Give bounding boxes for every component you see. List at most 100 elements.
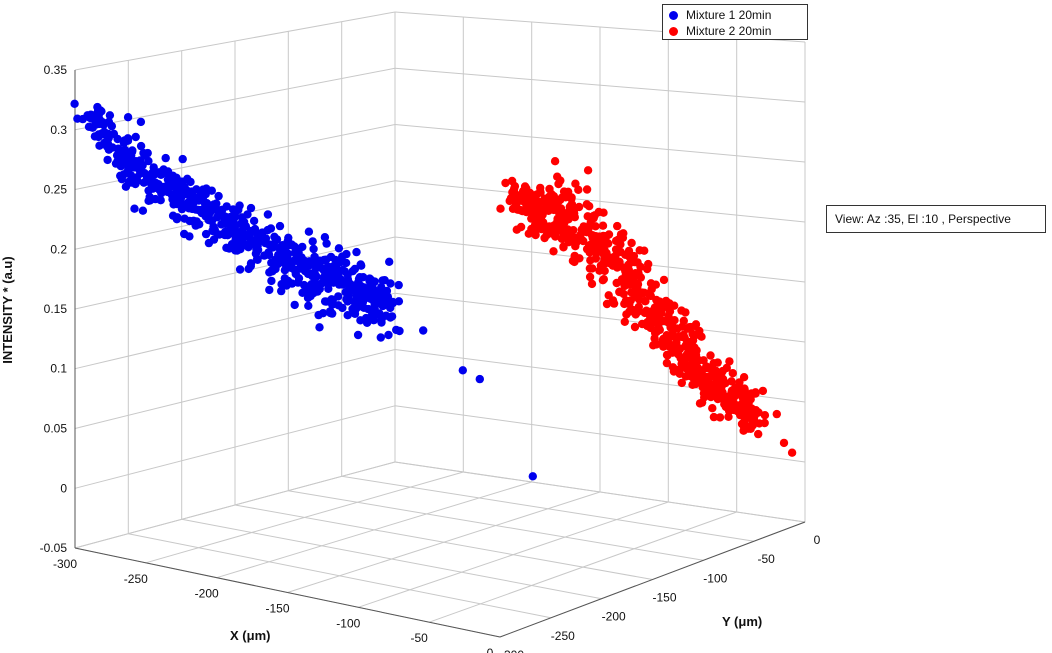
data-point bbox=[679, 316, 688, 325]
y-tick-label: -300 bbox=[500, 648, 524, 653]
data-point bbox=[350, 264, 360, 274]
data-point bbox=[524, 229, 533, 238]
data-point bbox=[677, 378, 686, 388]
data-point bbox=[585, 202, 594, 211]
data-point bbox=[105, 111, 115, 120]
data-point bbox=[136, 141, 146, 151]
data-point bbox=[571, 242, 580, 251]
data-point bbox=[697, 398, 707, 407]
data-point bbox=[95, 141, 104, 150]
data-point bbox=[249, 216, 259, 226]
data-point bbox=[538, 197, 547, 206]
data-point bbox=[394, 280, 403, 290]
data-point bbox=[631, 269, 640, 278]
x-tick-label: -250 bbox=[124, 572, 148, 586]
data-point bbox=[292, 251, 301, 260]
data-point bbox=[381, 290, 390, 299]
data-point bbox=[634, 294, 644, 304]
data-point bbox=[70, 99, 79, 109]
data-point bbox=[620, 299, 629, 309]
data-point bbox=[214, 211, 223, 220]
data-point bbox=[709, 412, 719, 422]
data-point bbox=[131, 132, 140, 142]
data-point bbox=[613, 221, 622, 231]
data-point bbox=[496, 204, 505, 213]
data-point bbox=[708, 385, 717, 395]
data-point bbox=[350, 297, 359, 307]
data-point bbox=[588, 264, 597, 273]
grid-lines bbox=[74, 11, 806, 638]
y-axis-title: Y (μm) bbox=[722, 614, 762, 629]
data-point-outlier bbox=[779, 438, 789, 448]
data-point bbox=[611, 251, 620, 261]
data-point bbox=[207, 186, 216, 195]
series-2-points bbox=[496, 157, 797, 457]
data-point bbox=[314, 310, 323, 320]
data-point bbox=[309, 244, 318, 254]
data-point bbox=[207, 216, 217, 226]
data-point bbox=[94, 119, 104, 129]
data-point bbox=[598, 276, 608, 285]
legend-marker-mixture-1 bbox=[669, 10, 678, 20]
data-point bbox=[263, 210, 273, 219]
data-point bbox=[653, 297, 662, 306]
data-point bbox=[688, 380, 697, 389]
data-point bbox=[265, 285, 274, 295]
data-point bbox=[565, 235, 575, 244]
wall-grid-line bbox=[74, 405, 396, 489]
data-point bbox=[668, 344, 677, 353]
z-tick-label: 0.05 bbox=[44, 422, 68, 436]
data-point bbox=[522, 201, 532, 210]
data-point bbox=[212, 199, 221, 208]
data-point bbox=[78, 114, 88, 124]
data-point bbox=[117, 175, 127, 184]
data-point bbox=[246, 203, 256, 213]
data-point bbox=[751, 389, 760, 398]
data-point bbox=[631, 310, 640, 319]
data-point bbox=[309, 270, 319, 279]
data-point bbox=[274, 250, 283, 260]
z-tick-label: 0.25 bbox=[44, 183, 68, 197]
data-point-outlier bbox=[475, 374, 484, 384]
data-point bbox=[598, 249, 608, 258]
data-point bbox=[151, 169, 160, 179]
data-point bbox=[620, 317, 629, 326]
data-point bbox=[664, 312, 673, 321]
data-point bbox=[650, 334, 659, 343]
data-point bbox=[622, 279, 632, 288]
floor-grid-line bbox=[128, 533, 551, 619]
floor-grid-line bbox=[341, 475, 755, 542]
data-point bbox=[735, 378, 744, 387]
data-point bbox=[192, 185, 201, 194]
data-point bbox=[184, 204, 194, 213]
x-tick-label: -200 bbox=[195, 587, 219, 601]
data-point bbox=[180, 229, 189, 239]
data-point bbox=[97, 129, 107, 138]
data-point bbox=[101, 138, 111, 147]
data-point bbox=[338, 303, 347, 313]
data-point bbox=[135, 165, 144, 175]
data-point bbox=[670, 301, 679, 310]
floor-grid-line bbox=[234, 504, 653, 580]
data-point bbox=[232, 244, 241, 253]
wall-grid-line bbox=[74, 461, 396, 549]
data-point bbox=[662, 358, 672, 368]
data-point bbox=[299, 280, 309, 290]
data-point bbox=[659, 275, 669, 285]
data-point bbox=[163, 187, 172, 197]
x-axis-title: X (μm) bbox=[230, 628, 270, 643]
data-point bbox=[515, 191, 524, 200]
data-point bbox=[643, 321, 652, 331]
data-point bbox=[554, 208, 564, 217]
data-points bbox=[70, 99, 797, 481]
data-point bbox=[630, 281, 639, 290]
data-point bbox=[156, 196, 165, 205]
data-point bbox=[384, 330, 393, 340]
data-point bbox=[162, 169, 171, 178]
data-point bbox=[600, 266, 609, 276]
data-point bbox=[633, 258, 642, 267]
data-point bbox=[213, 230, 222, 239]
x-tick-label: -50 bbox=[411, 631, 429, 645]
x-tick-label: -300 bbox=[53, 557, 77, 571]
data-point bbox=[325, 307, 335, 316]
